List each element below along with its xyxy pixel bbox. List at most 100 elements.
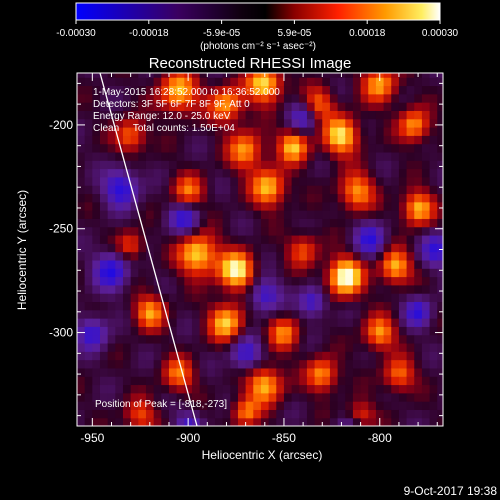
heatmap-cell bbox=[122, 243, 132, 253]
heatmap-cell bbox=[268, 73, 277, 78]
heatmap-cell bbox=[191, 118, 201, 128]
heatmap-cell bbox=[368, 193, 377, 203]
heatmap-cell bbox=[245, 268, 254, 278]
heatmap-cell bbox=[352, 135, 362, 145]
heatmap-cell bbox=[184, 326, 193, 336]
heatmap-cell bbox=[291, 251, 300, 261]
heatmap-cell bbox=[291, 110, 300, 120]
heatmap-cell bbox=[421, 185, 431, 195]
heatmap-cell bbox=[84, 176, 93, 186]
heatmap-cell bbox=[291, 326, 300, 336]
heatmap-cell bbox=[322, 168, 331, 178]
heatmap-cell bbox=[391, 160, 400, 170]
heatmap-cell bbox=[107, 93, 116, 103]
heatmap-cell bbox=[375, 218, 385, 228]
heatmap-cell bbox=[283, 268, 293, 278]
heatmap-cell bbox=[176, 77, 185, 87]
heatmap-cell bbox=[352, 73, 362, 78]
heatmap-cell bbox=[145, 135, 155, 145]
heatmap-cell bbox=[352, 268, 362, 278]
heatmap-cell bbox=[429, 201, 438, 211]
heatmap-cell bbox=[306, 226, 316, 236]
colorbar-tick-label: 0.00018 bbox=[349, 28, 386, 39]
heatmap-cell bbox=[360, 417, 369, 426]
heatmap-cell bbox=[122, 351, 132, 361]
heatmap-cell bbox=[191, 326, 201, 336]
heatmap-cell bbox=[115, 409, 124, 419]
heatmap-cell bbox=[99, 218, 109, 228]
heatmap-cell bbox=[276, 160, 285, 170]
heatmap-cell bbox=[84, 85, 93, 95]
heatmap-cell bbox=[214, 201, 224, 211]
heatmap-cell bbox=[138, 143, 147, 153]
heatmap-cell bbox=[222, 143, 231, 153]
heatmap-cell bbox=[398, 251, 408, 261]
heatmap-cell bbox=[207, 243, 216, 253]
heatmap-cell bbox=[306, 276, 316, 286]
heatmap-cell bbox=[122, 417, 132, 426]
heatmap-cell bbox=[84, 359, 93, 369]
heatmap-cell bbox=[299, 251, 308, 261]
heatmap-cell bbox=[138, 326, 147, 336]
heatmap-cell bbox=[337, 318, 346, 327]
heatmap-cell bbox=[421, 409, 431, 419]
heatmap-cell bbox=[322, 384, 331, 394]
heatmap-cell bbox=[161, 334, 170, 344]
heatmap-cell bbox=[222, 417, 231, 426]
heatmap-cell bbox=[122, 185, 132, 195]
heatmap-cell bbox=[176, 318, 185, 327]
heatmap-cell bbox=[345, 218, 354, 228]
heatmap-cell bbox=[168, 102, 178, 111]
heatmap-cell bbox=[214, 384, 224, 394]
heatmap-cell bbox=[214, 351, 224, 361]
heatmap-cell bbox=[314, 93, 323, 103]
heatmap-cell bbox=[168, 276, 178, 286]
heatmap-cell bbox=[253, 168, 262, 178]
heatmap-cell bbox=[421, 276, 431, 286]
heatmap-cell bbox=[260, 334, 270, 344]
heatmap-cell bbox=[237, 77, 247, 87]
heatmap-cell bbox=[368, 151, 377, 161]
heatmap-cell bbox=[99, 193, 109, 203]
heatmap-cell bbox=[130, 293, 139, 303]
heatmap-cell bbox=[345, 293, 354, 303]
heatmap-cell bbox=[130, 417, 139, 426]
heatmap-cell bbox=[84, 301, 93, 311]
heatmap-cell bbox=[391, 384, 400, 394]
heatmap-cell bbox=[245, 259, 254, 269]
heatmap-cell bbox=[222, 102, 231, 111]
heatmap-cell bbox=[99, 417, 109, 426]
heatmap-cell bbox=[77, 293, 86, 303]
heatmap-cell bbox=[345, 417, 354, 426]
heatmap-cell bbox=[176, 151, 185, 161]
heatmap-cell bbox=[199, 126, 208, 136]
heatmap-cell bbox=[421, 342, 431, 352]
heatmap-cell bbox=[92, 318, 101, 327]
heatmap-cell bbox=[214, 342, 224, 352]
heatmap-cell bbox=[153, 392, 162, 402]
heatmap-cell bbox=[360, 293, 369, 303]
x-tick-label: -850 bbox=[272, 431, 296, 445]
heatmap-cell bbox=[391, 73, 400, 78]
heatmap-cell bbox=[191, 384, 201, 394]
heatmap-cell bbox=[191, 309, 201, 319]
heatmap-cell bbox=[115, 218, 124, 228]
heatmap-cell bbox=[291, 318, 300, 327]
heatmap-cell bbox=[107, 151, 116, 161]
heatmap-cell bbox=[122, 73, 132, 78]
heatmap-cell bbox=[283, 77, 293, 87]
heatmap-cell bbox=[283, 351, 293, 361]
heatmap-cell bbox=[283, 259, 293, 269]
heatmap-cell bbox=[421, 85, 431, 95]
heatmap-cell bbox=[99, 77, 109, 87]
heatmap-cell bbox=[161, 201, 170, 211]
heatmap-cell bbox=[306, 401, 316, 410]
heatmap-cell bbox=[337, 401, 346, 410]
heatmap-cell bbox=[299, 118, 308, 128]
heatmap-cell bbox=[314, 318, 323, 327]
heatmap-cell bbox=[437, 376, 443, 386]
heatmap-cell bbox=[207, 218, 216, 228]
heatmap-cell bbox=[199, 234, 208, 244]
heatmap-cell bbox=[437, 73, 443, 78]
heatmap-cell bbox=[429, 334, 438, 344]
